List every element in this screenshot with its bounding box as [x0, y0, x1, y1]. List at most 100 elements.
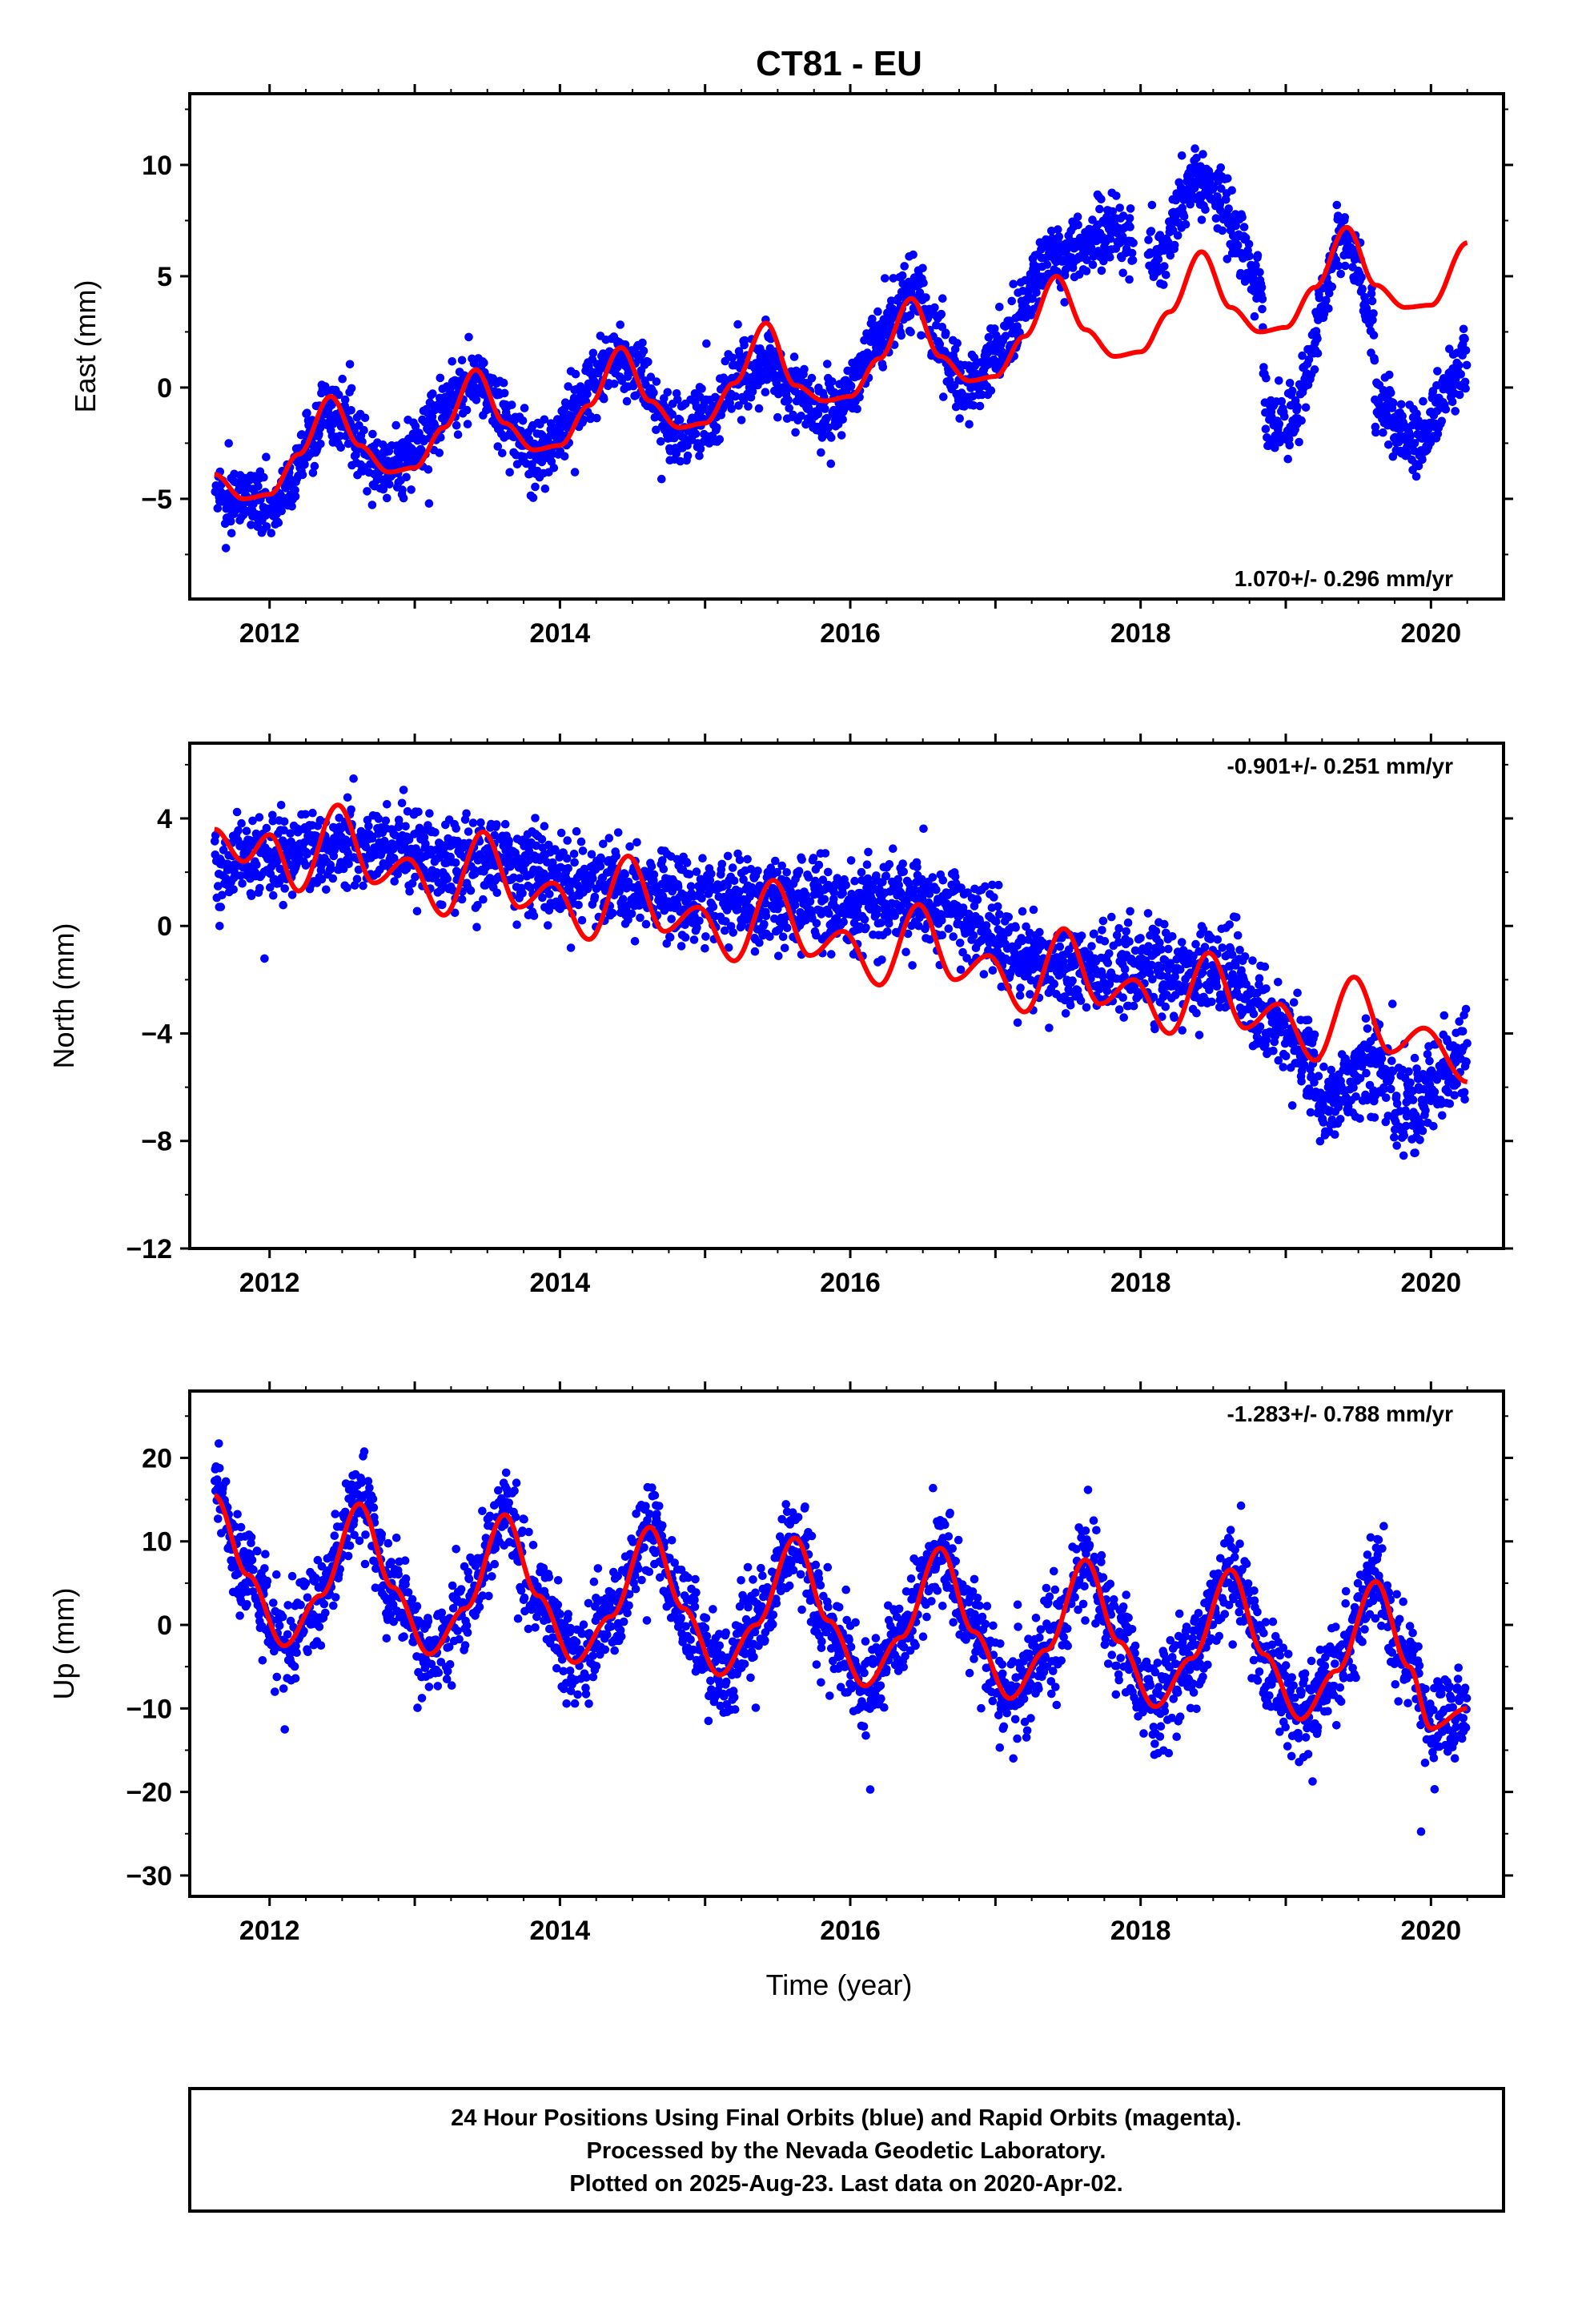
data-point [657, 474, 666, 484]
data-point [347, 805, 355, 814]
data-point [463, 420, 472, 428]
data-point [612, 851, 620, 861]
data-point [889, 274, 898, 283]
data-point [1007, 296, 1016, 306]
data-point [1191, 144, 1199, 153]
data-point [451, 858, 460, 867]
data-point [1098, 926, 1106, 935]
data-point [701, 932, 710, 941]
data-point [1233, 931, 1243, 940]
data-point [1194, 980, 1203, 990]
data-point [949, 932, 958, 941]
data-point [1250, 312, 1259, 321]
data-point [359, 881, 367, 891]
data-point [675, 416, 685, 424]
data-point [937, 309, 946, 319]
data-point [215, 922, 224, 931]
data-point [897, 331, 905, 340]
data-point [259, 472, 268, 482]
data-point [280, 884, 290, 893]
data-point [846, 381, 856, 391]
data-point [480, 358, 488, 368]
data-point [529, 911, 539, 920]
data-point [824, 423, 833, 432]
data-point [453, 430, 463, 439]
data-point [821, 849, 830, 858]
data-point [499, 378, 508, 388]
data-point [399, 786, 408, 794]
data-point [232, 807, 242, 817]
data-point [1419, 396, 1427, 406]
data-point [262, 452, 271, 461]
data-point [1249, 1009, 1259, 1019]
data-point [1061, 1009, 1070, 1018]
data-point [1042, 260, 1052, 269]
data-point [1126, 907, 1134, 916]
data-point [1261, 424, 1271, 433]
data-point [1332, 200, 1342, 210]
data-point [930, 303, 939, 312]
data-point [969, 931, 978, 940]
data-point [839, 917, 848, 927]
data-point [1170, 240, 1179, 250]
data-point [381, 816, 391, 826]
data-point [1098, 916, 1108, 926]
data-point [1192, 1008, 1201, 1018]
data-point [1231, 913, 1241, 922]
data-point [663, 388, 673, 397]
data-point [472, 923, 481, 931]
data-point [652, 425, 661, 435]
data-point [1074, 220, 1082, 230]
data-point [1269, 1046, 1278, 1055]
data-point [1197, 215, 1207, 224]
data-point [697, 384, 706, 393]
data-point [984, 332, 994, 342]
data-point [262, 522, 271, 531]
data-point [791, 428, 800, 437]
rate-annotation: 1.070+/- 0.296 mm/yr [1235, 566, 1453, 591]
data-point [464, 827, 473, 836]
data-point [322, 885, 331, 895]
data-point [592, 413, 601, 423]
data-point [1255, 974, 1264, 983]
data-point [1369, 309, 1378, 318]
data-point [590, 892, 600, 902]
data-point [692, 867, 701, 876]
data-point [1150, 1024, 1159, 1034]
data-point [277, 506, 287, 516]
data-point [537, 834, 547, 844]
data-point [918, 263, 927, 273]
data-point [861, 923, 870, 932]
data-point [695, 916, 704, 926]
data-point [578, 846, 588, 855]
data-point [820, 895, 829, 904]
data-point [938, 875, 948, 885]
data-point [443, 875, 452, 883]
data-point [1313, 334, 1322, 344]
data-point [1336, 269, 1345, 279]
data-point [944, 924, 954, 933]
data-point [1297, 416, 1306, 425]
data-point [995, 303, 1004, 312]
data-point [837, 431, 846, 440]
data-point [1100, 937, 1110, 946]
data-point [405, 887, 414, 896]
y-tick-label: 0 [157, 373, 172, 404]
data-point [1112, 191, 1121, 200]
data-point [970, 353, 979, 363]
data-point [659, 864, 669, 874]
data-point [841, 880, 850, 890]
data-point [383, 800, 391, 809]
data-point [1115, 203, 1124, 212]
data-point [646, 372, 656, 382]
data-point [860, 915, 869, 924]
data-point [569, 850, 579, 858]
data-point [1054, 232, 1064, 241]
data-point [237, 818, 246, 828]
data-point [504, 836, 513, 846]
data-point [800, 364, 809, 374]
data-point [1122, 927, 1130, 936]
data-point [823, 360, 832, 368]
data-point [728, 353, 737, 363]
